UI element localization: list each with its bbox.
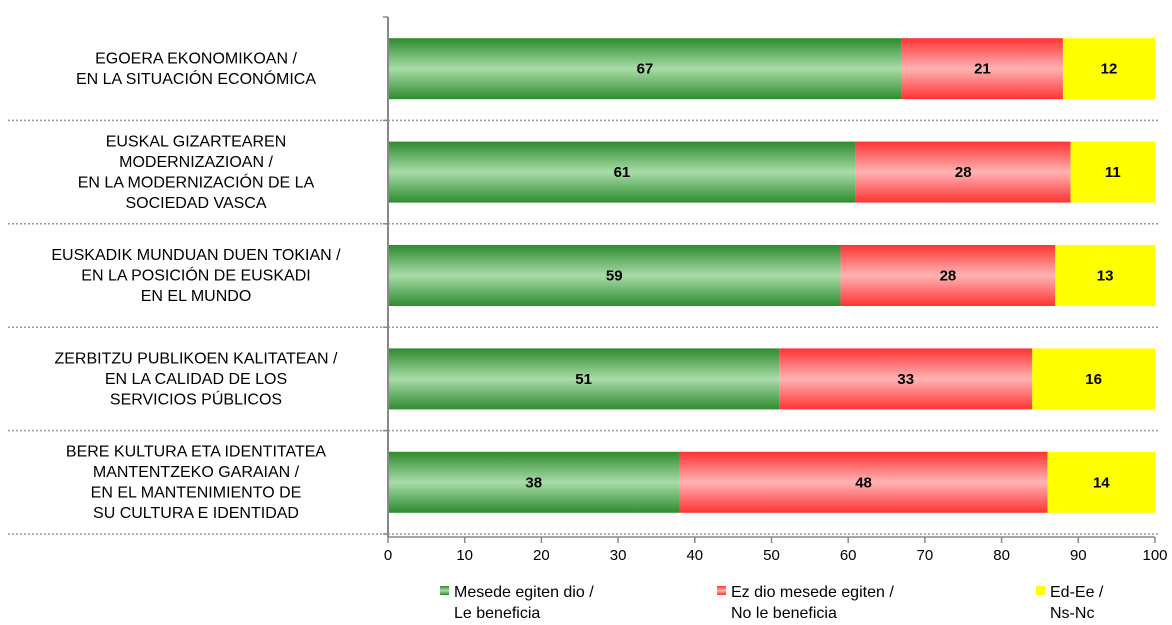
data-label: 48 (855, 474, 872, 491)
data-label: 11 (1105, 164, 1121, 181)
bar-segment (1032, 348, 1155, 410)
bar-segment (840, 245, 1056, 306)
data-label: 33 (897, 371, 914, 388)
bar-segment (388, 451, 680, 513)
x-tick-label: 0 (384, 547, 392, 564)
x-tick-label: 90 (1070, 547, 1087, 564)
legend: Mesede egiten dio / Le beneficia Ez dio me… (440, 584, 1104, 622)
bar-segment (779, 348, 1033, 410)
x-tick-label: 60 (840, 547, 857, 564)
bar-segment (388, 245, 841, 306)
legend-label: Mesede egiten dio / Le beneficia (454, 584, 594, 622)
data-label: 28 (955, 164, 972, 181)
data-label: 13 (1097, 268, 1114, 285)
data-label: 21 (974, 61, 991, 78)
legend-item: Ez dio mesede egiten / No le beneficia (717, 584, 894, 622)
category-label: EUSKAL GIZARTEAREN MODERNIZAZIOAN / EN LA … (78, 133, 315, 212)
bar-segment (1055, 245, 1155, 306)
bar-segment (388, 38, 902, 100)
bar-segment (1047, 451, 1155, 513)
bar-segment (679, 451, 1048, 513)
x-axis: 0 10 20 30 40 50 60 70 80 90 100 (383, 16, 1168, 564)
bar-segment (855, 141, 1071, 203)
legend-item: Mesede egiten dio / Le beneficia (440, 584, 594, 622)
category-label: BERE KULTURA ETA IDENTITATEA MANTENTZEKO … (66, 444, 327, 523)
bar-segment (1070, 141, 1155, 203)
data-label: 61 (614, 164, 631, 181)
legend-label: Ez dio mesede egiten / No le beneficia (731, 584, 894, 622)
x-tick-label: 10 (456, 547, 473, 564)
legend-swatch (440, 586, 449, 595)
data-label: 51 (575, 371, 592, 388)
data-label: 12 (1101, 61, 1118, 78)
data-label: 59 (606, 268, 623, 285)
bar-segment (901, 38, 1063, 100)
x-tick-label: 70 (917, 547, 934, 564)
category-labels: EGOERA EKONOMIKOAN / EN LA SITUACIÓN ECON… (51, 50, 341, 522)
data-label: 67 (637, 61, 654, 78)
category-label: ZERBITZU PUBLIKOEN KALITATEAN / EN LA CAL… (54, 350, 338, 408)
legend-label: Ed-Ee / Ns-Nc (1050, 584, 1104, 622)
legend-item: Ed-Ee / Ns-Nc (1036, 584, 1104, 622)
data-label: 28 (940, 268, 957, 285)
legend-swatch (717, 586, 726, 595)
x-tick-label: 40 (686, 547, 703, 564)
legend-swatch (1036, 586, 1045, 595)
x-tick-label: 20 (533, 547, 550, 564)
bars-group: 67 21 12 61 28 11 59 28 13 51 33 16 38 48 14 (388, 38, 1155, 513)
bar-segment (1062, 38, 1155, 100)
x-tick-label: 80 (993, 547, 1010, 564)
bar-segment (388, 141, 856, 203)
bar-segment (388, 348, 780, 410)
data-label: 38 (525, 474, 542, 491)
x-tick-label: 100 (1142, 547, 1167, 564)
data-label: 16 (1085, 371, 1102, 388)
category-label: EGOERA EKONOMIKOAN / EN LA SITUACIÓN ECON… (76, 50, 316, 87)
x-tick-label: 30 (610, 547, 627, 564)
x-tick-label: 50 (763, 547, 780, 564)
category-label: EUSKADIK MUNDUAN DUEN TOKIAN / EN LA POSI… (51, 247, 341, 305)
data-label: 14 (1093, 474, 1110, 491)
